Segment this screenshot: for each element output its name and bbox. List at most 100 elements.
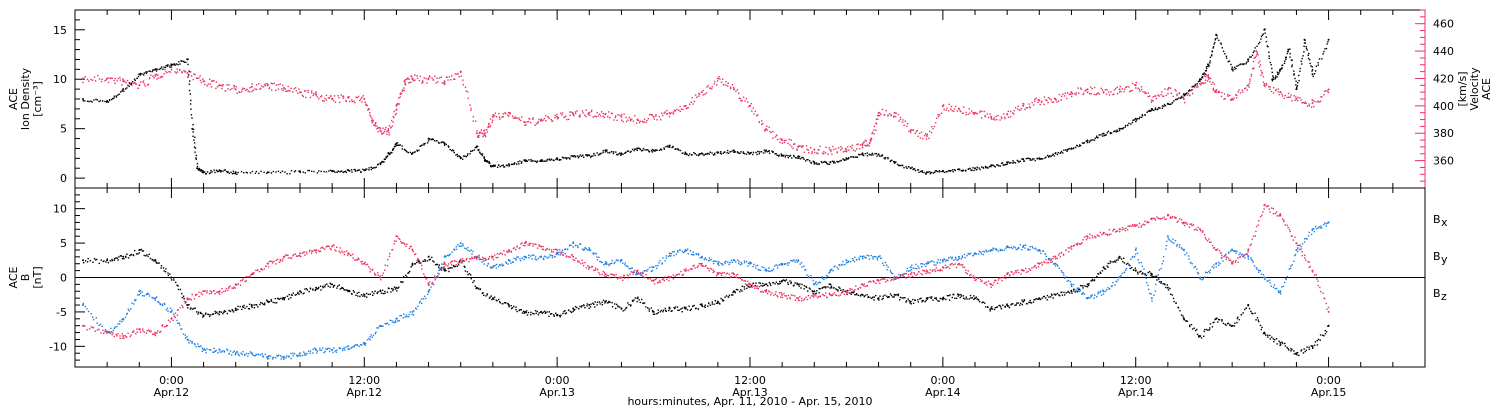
by-point (402, 317, 404, 319)
by-point (1156, 279, 1159, 281)
bx-point (92, 261, 94, 263)
velocity-point (1205, 76, 1207, 78)
density-point (164, 66, 167, 69)
density-point (957, 168, 959, 171)
density-point (525, 159, 527, 161)
velocity-point (488, 123, 490, 126)
bx-point (424, 259, 426, 261)
bx-point (633, 299, 635, 301)
velocity-point (1256, 53, 1258, 55)
density-point (552, 159, 554, 161)
by-point (986, 251, 988, 253)
by-point (90, 313, 92, 315)
by-point (371, 336, 373, 338)
velocity-point (113, 79, 115, 82)
by-point (641, 274, 643, 277)
density-point (708, 153, 710, 155)
bx-point (130, 253, 133, 256)
density-point (950, 169, 952, 172)
bx-point (716, 302, 719, 304)
density-point (820, 160, 823, 163)
by-point (557, 251, 559, 254)
density-point (671, 146, 673, 149)
density-point (525, 160, 528, 162)
bx-data-point (491, 297, 494, 300)
by-point (764, 269, 766, 271)
bx-point (534, 310, 537, 312)
density-point (793, 155, 795, 158)
velocity-point (501, 116, 503, 118)
bx-point (1019, 304, 1021, 306)
velocity-point (153, 77, 155, 79)
density-point (187, 74, 190, 76)
by-point (417, 305, 419, 308)
bx-point (229, 310, 232, 313)
bx-point (643, 302, 646, 304)
bx-point (579, 305, 581, 308)
velocity-point (547, 116, 549, 118)
bx-point (1004, 306, 1006, 308)
density-point (1094, 137, 1096, 139)
density-point (128, 85, 130, 88)
velocity-point (1105, 93, 1108, 95)
bx-point (134, 249, 136, 252)
bx-point (280, 297, 282, 300)
density-point (277, 170, 280, 172)
velocity-point (831, 153, 833, 155)
by-point (825, 274, 828, 277)
by-point (194, 343, 196, 346)
density-point (414, 151, 416, 153)
bx-point (601, 301, 603, 304)
density-point (855, 156, 858, 158)
bx-point (1123, 257, 1125, 259)
by-point (566, 248, 569, 250)
bx-point (559, 316, 561, 318)
velocity-point (208, 78, 211, 80)
density-point (343, 171, 345, 173)
density-point (188, 83, 191, 85)
velocity-point (554, 116, 556, 119)
velocity-point (1162, 95, 1164, 97)
velocity-point (338, 101, 341, 104)
by-point (708, 257, 711, 259)
velocity-point (642, 121, 644, 123)
density-point (483, 156, 485, 158)
velocity-point (532, 118, 534, 121)
bx-point (551, 313, 553, 315)
bx-point (511, 307, 514, 309)
velocity-point (566, 118, 568, 121)
bx-point (142, 250, 145, 252)
by-point (525, 256, 527, 258)
bx-point (117, 259, 119, 261)
density-point (153, 69, 155, 71)
bx-data-point (1311, 345, 1314, 348)
bx-point (1316, 340, 1318, 342)
velocity-point (830, 150, 832, 153)
velocity-data-point (403, 80, 406, 83)
density-point (505, 164, 508, 166)
density-point (1204, 73, 1207, 75)
by-point (848, 261, 850, 263)
by-point (570, 244, 572, 246)
bx-point (523, 312, 525, 314)
velocity-point (1215, 89, 1218, 91)
bx-point (866, 294, 868, 296)
bx-point (96, 258, 98, 261)
by-point (649, 266, 651, 269)
density-point (833, 160, 835, 163)
velocity-point (1244, 87, 1247, 89)
by-point (419, 300, 421, 303)
by-point (167, 310, 169, 312)
bx-point (201, 313, 203, 315)
velocity-point (899, 118, 902, 121)
by-point (661, 262, 663, 264)
bx-point (562, 312, 564, 315)
density-data-point (1054, 152, 1057, 155)
velocity-point (1294, 99, 1296, 102)
velocity-point (1250, 73, 1253, 76)
density-point (481, 153, 484, 155)
by-point (647, 268, 649, 271)
by-point (1061, 271, 1063, 273)
velocity-point (467, 91, 469, 93)
density-point (734, 151, 736, 153)
